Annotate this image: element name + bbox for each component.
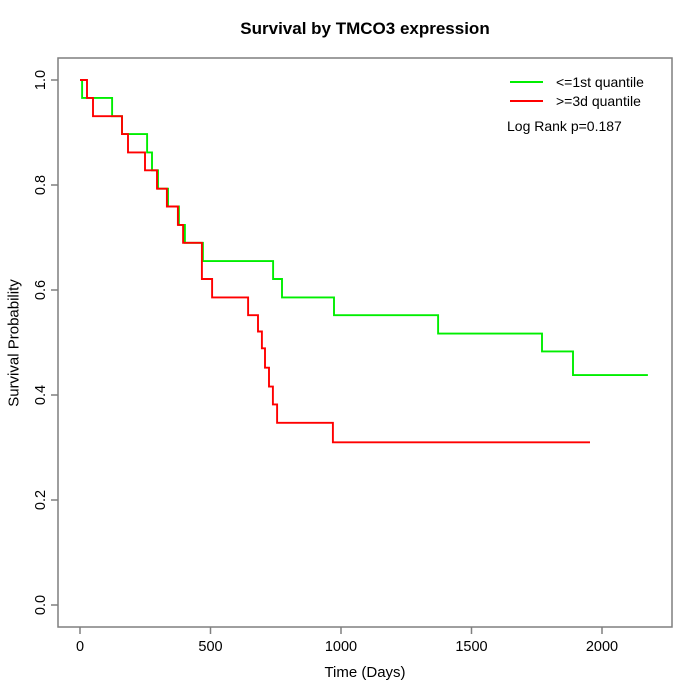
legend-label-low: <=1st quantile bbox=[556, 73, 644, 90]
legend: <=1st quantile >=3d quantile Log Rank p=… bbox=[507, 72, 644, 135]
y-tick-label: 0.0 bbox=[33, 595, 49, 615]
x-tick-label: 1000 bbox=[325, 639, 357, 655]
y-tick-label: 1.0 bbox=[33, 70, 49, 90]
x-tick-label: 0 bbox=[76, 639, 84, 655]
legend-item-high: >=3d quantile bbox=[510, 91, 644, 110]
y-tick-label: 0.6 bbox=[33, 280, 49, 300]
chart-title: Survival by TMCO3 expression bbox=[240, 19, 490, 38]
legend-item-low: <=1st quantile bbox=[510, 72, 644, 91]
x-tick-label: 1500 bbox=[455, 639, 487, 655]
y-tick-label: 0.2 bbox=[33, 490, 49, 510]
x-tick-label: 500 bbox=[198, 639, 222, 655]
x-axis-label: Time (Days) bbox=[324, 664, 406, 681]
y-tick-label: 0.4 bbox=[33, 385, 49, 405]
legend-label-high: >=3d quantile bbox=[556, 92, 641, 109]
survival-curve-red bbox=[80, 79, 590, 444]
x-tick-label: 2000 bbox=[586, 639, 618, 655]
log-rank-pvalue: Log Rank p=0.187 bbox=[507, 118, 622, 134]
plot-box bbox=[57, 57, 673, 628]
legend-line-green-icon bbox=[510, 80, 543, 83]
y-tick-label: 0.8 bbox=[33, 175, 49, 195]
legend-line-red-icon bbox=[510, 99, 543, 102]
y-axis-label: Survival Probability bbox=[5, 279, 23, 407]
